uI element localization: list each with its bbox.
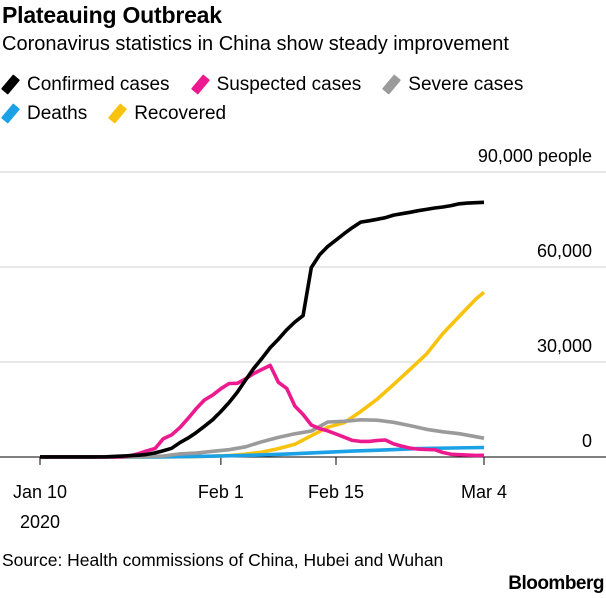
source-note: Source: Health commissions of China, Hub…: [2, 550, 444, 570]
series-line-recovered: [39, 290, 486, 459]
legend-label-recovered: Recovered: [134, 102, 227, 124]
legend-label-confirmed: Confirmed cases: [27, 73, 170, 95]
legend-label-suspected: Suspected cases: [216, 73, 362, 95]
chart-subtitle: Coronavirus statistics in China show ste…: [2, 33, 509, 55]
brand-logo: Bloomberg: [508, 573, 604, 594]
legend-row: Confirmed cases Suspected cases Severe c…: [0, 70, 602, 99]
series-line-confirmed-cases: [40, 200, 485, 459]
legend-label-deaths: Deaths: [27, 102, 88, 124]
legend-row: Deaths Recovered: [0, 99, 602, 128]
y-tick-label: 30,000: [537, 336, 592, 356]
legend-label-severe: Severe cases: [408, 73, 524, 95]
series-line-severe-cases: [40, 417, 485, 459]
legend-item-confirmed: Confirmed cases: [0, 73, 170, 96]
chart-legend: Confirmed cases Suspected cases Severe c…: [0, 70, 602, 128]
series-line-suspected-cases: [40, 363, 485, 459]
x-tick-label: Jan 10: [13, 482, 67, 502]
y-tick-label: 90,000 people: [478, 146, 592, 166]
x-tick-sublabel: 2020: [20, 512, 60, 532]
legend-item-severe: Severe cases: [382, 73, 524, 96]
y-tick-label: 0: [582, 431, 592, 451]
x-tick-label: Feb 15: [308, 482, 364, 502]
legend-item-deaths: Deaths: [0, 102, 88, 125]
chart-title: Plateauing Outbreak: [2, 2, 222, 28]
x-tick-label: Feb 1: [198, 482, 244, 502]
legend-item-suspected: Suspected cases: [190, 73, 362, 96]
y-tick-label: 60,000: [537, 241, 592, 261]
x-tick-label: Mar 4: [461, 482, 507, 502]
legend-item-recovered: Recovered: [108, 102, 227, 125]
